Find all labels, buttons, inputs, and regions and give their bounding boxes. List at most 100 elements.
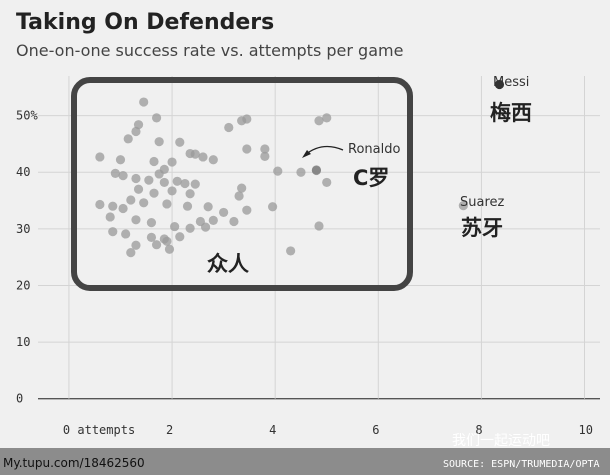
ronaldo-arrowhead bbox=[302, 150, 311, 158]
player-point bbox=[139, 97, 149, 107]
player-point bbox=[149, 188, 159, 198]
chart-subtitle: One-on-one success rate vs. attempts per… bbox=[16, 41, 403, 60]
x-tick-label: 6 bbox=[372, 423, 379, 437]
player-point bbox=[267, 202, 278, 212]
player-point bbox=[314, 116, 324, 126]
ronaldo-label: Ronaldo bbox=[348, 142, 400, 157]
player-point bbox=[162, 199, 172, 209]
y-tick-label: 0 bbox=[16, 392, 23, 406]
player-point bbox=[149, 156, 159, 167]
player-point bbox=[242, 114, 252, 124]
suarez-point bbox=[458, 201, 468, 211]
player-point bbox=[242, 205, 252, 215]
player-point bbox=[133, 184, 144, 194]
player-point bbox=[154, 137, 164, 147]
crowd-highlight-box bbox=[71, 77, 413, 291]
player-point bbox=[260, 151, 270, 161]
crowd-note: 众人 bbox=[207, 252, 249, 276]
player-point bbox=[154, 169, 164, 179]
player-point bbox=[131, 126, 141, 137]
player-point bbox=[322, 177, 332, 188]
player-point bbox=[139, 198, 149, 208]
suarez-note: 苏牙 bbox=[461, 216, 503, 240]
player-point bbox=[110, 168, 120, 178]
x-tick-label: 4 bbox=[269, 423, 276, 437]
player-point bbox=[208, 215, 218, 225]
player-point bbox=[167, 157, 177, 167]
player-point bbox=[123, 134, 133, 144]
x-tick-label: 0 attempts bbox=[63, 423, 135, 437]
player-point bbox=[108, 201, 118, 211]
player-point bbox=[95, 152, 105, 162]
player-point bbox=[172, 176, 182, 186]
player-point bbox=[118, 171, 128, 181]
player-point bbox=[118, 203, 128, 214]
player-point bbox=[126, 195, 136, 205]
player-point bbox=[170, 221, 180, 232]
player-point bbox=[151, 240, 162, 250]
y-tick-label: 30 bbox=[16, 222, 30, 236]
player-point bbox=[237, 183, 247, 193]
player-point bbox=[242, 144, 252, 154]
player-point bbox=[144, 175, 154, 185]
ronaldo-note: C罗 bbox=[353, 166, 389, 190]
player-point bbox=[167, 186, 177, 196]
watermark-left: My.tupu.com/18462560 bbox=[3, 456, 145, 470]
x-tick-label: 2 bbox=[166, 423, 173, 437]
player-point bbox=[198, 152, 208, 162]
player-point bbox=[175, 232, 185, 242]
y-tick-label: 40 bbox=[16, 165, 30, 179]
player-point bbox=[108, 227, 118, 237]
y-tick-label: 20 bbox=[16, 278, 30, 292]
source-text: SOURCE: ESPN/TRUMEDIA/OPTA bbox=[443, 459, 600, 470]
player-point bbox=[121, 229, 131, 239]
player-point bbox=[95, 199, 105, 210]
axes: 0 10 20 30 40 50% 0 attempts 2 4 6 8 10 bbox=[16, 109, 593, 437]
player-point bbox=[131, 215, 141, 225]
player-point bbox=[105, 212, 115, 222]
player-point bbox=[314, 221, 324, 231]
player-point bbox=[224, 122, 234, 133]
footer-bar bbox=[0, 448, 610, 475]
player-point bbox=[146, 218, 157, 228]
player-point bbox=[190, 179, 200, 189]
player-point bbox=[286, 246, 296, 256]
player-point bbox=[182, 201, 193, 211]
messi-label: Messi bbox=[493, 75, 529, 90]
player-point bbox=[234, 191, 244, 201]
player-point bbox=[146, 232, 157, 242]
player-point bbox=[185, 189, 195, 199]
data-points bbox=[95, 79, 505, 258]
chart-title: Taking On Defenders bbox=[16, 10, 274, 35]
player-point bbox=[190, 149, 200, 159]
player-point bbox=[131, 240, 141, 250]
player-point bbox=[203, 202, 213, 212]
player-point bbox=[175, 137, 185, 147]
player-point bbox=[260, 144, 270, 154]
player-point bbox=[185, 223, 195, 233]
player-point bbox=[229, 216, 239, 227]
suarez-label: Suarez bbox=[460, 195, 505, 210]
player-point bbox=[151, 113, 162, 123]
player-point bbox=[322, 113, 332, 123]
y-tick-label: 10 bbox=[16, 335, 30, 349]
x-tick-label: 10 bbox=[579, 423, 593, 437]
player-point bbox=[159, 177, 169, 188]
player-point bbox=[200, 222, 211, 232]
player-point bbox=[296, 167, 306, 177]
player-point bbox=[115, 155, 126, 165]
player-point bbox=[164, 244, 175, 254]
player-point bbox=[208, 155, 218, 165]
messi-note: 梅西 bbox=[490, 101, 532, 125]
y-tick-label: 50% bbox=[16, 109, 38, 123]
player-point bbox=[180, 178, 190, 189]
messi-point bbox=[494, 79, 505, 90]
player-point bbox=[126, 248, 136, 258]
ronaldo-point bbox=[311, 165, 322, 175]
watermark-right: 我们一起运动吧 bbox=[452, 433, 550, 449]
player-point bbox=[273, 166, 283, 176]
x-tick-label: 8 bbox=[475, 423, 482, 437]
player-point bbox=[162, 236, 172, 246]
player-point bbox=[219, 207, 229, 218]
